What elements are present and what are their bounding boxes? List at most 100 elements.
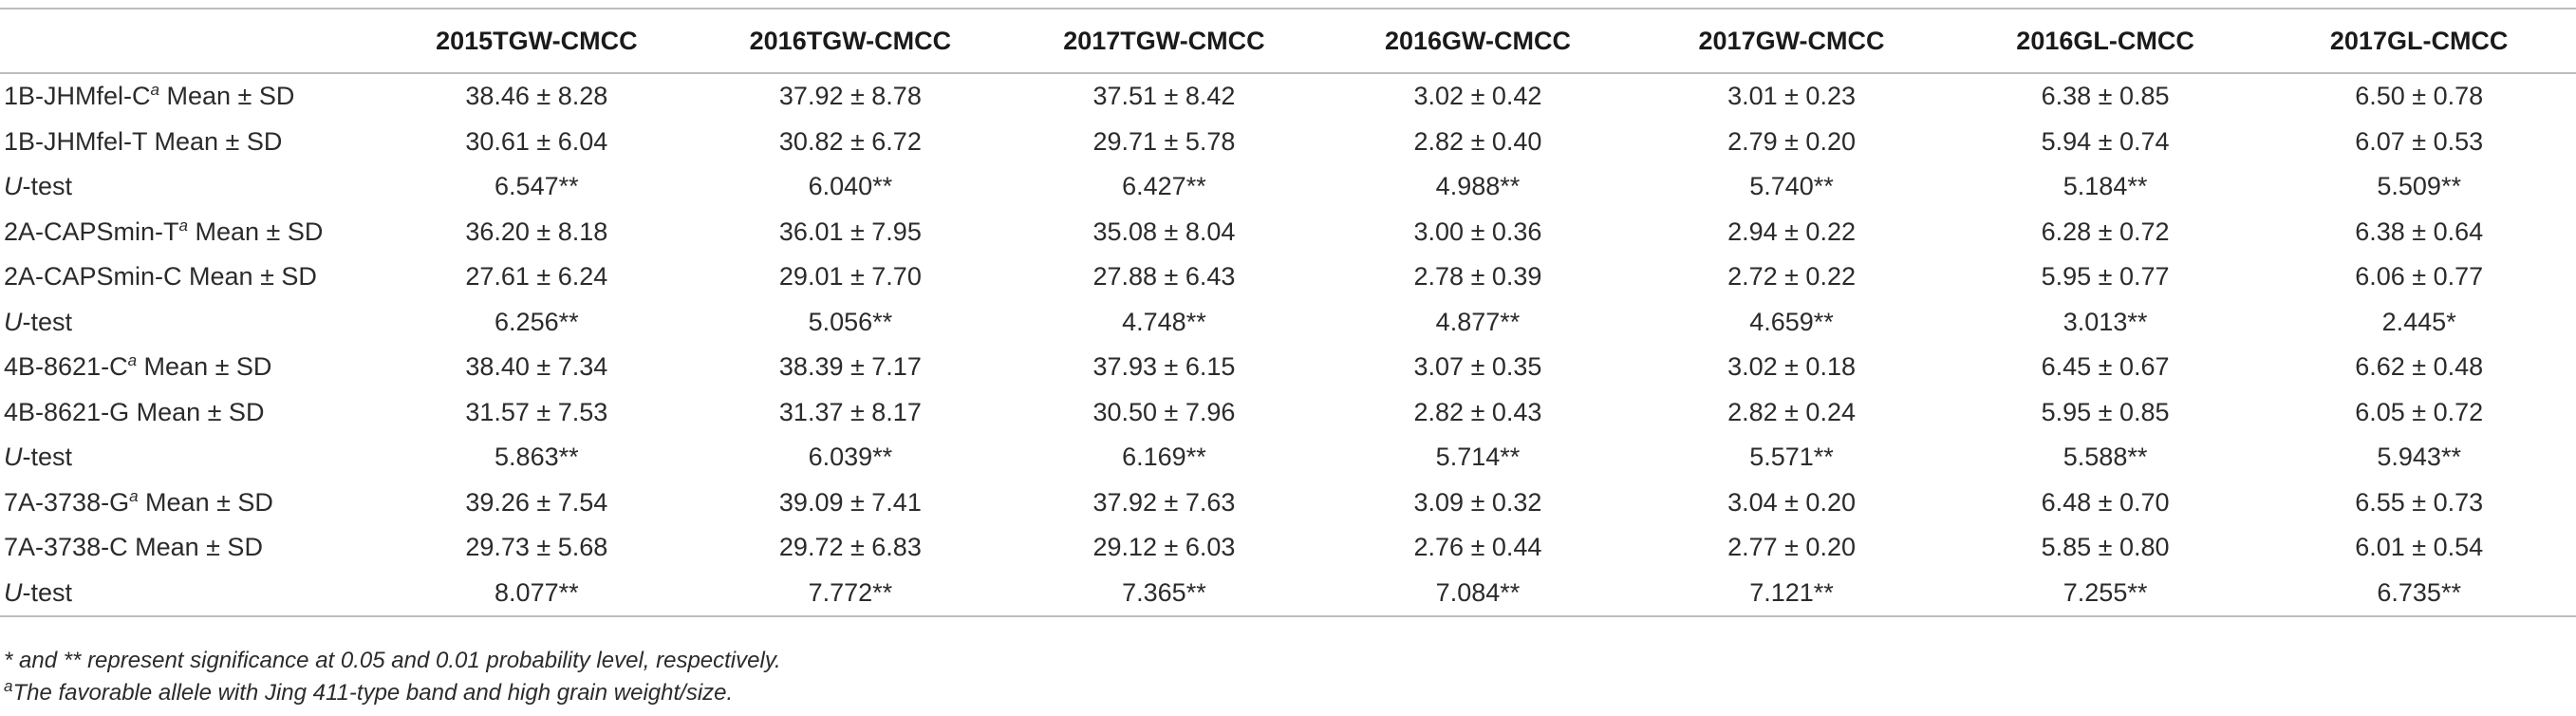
superscript-mark: a bbox=[127, 351, 138, 370]
table-cell: 6.38 ± 0.85 bbox=[2041, 82, 2170, 111]
table-cell: 4.877** bbox=[1435, 307, 1521, 336]
header-cell: 2017TGW-CMCC bbox=[1007, 8, 1321, 74]
table-row: U-test 5.863** 6.039** 6.169** 5.714** 5.571*… bbox=[0, 435, 2576, 480]
footnote-significance: * and ** represent significance at 0.05 … bbox=[4, 648, 781, 673]
table-cell: 29.01 ± 7.70 bbox=[778, 262, 922, 292]
table-cell: 5.714** bbox=[1435, 443, 1521, 472]
row-label-text: 1B-JHMfel-T Mean ± SD bbox=[4, 126, 283, 156]
table-cell: 5.740** bbox=[1749, 172, 1834, 201]
header-cell: 2016TGW-CMCC bbox=[693, 8, 1008, 74]
table-cell: 29.71 ± 5.78 bbox=[1092, 126, 1236, 156]
table-cell: 37.51 ± 8.42 bbox=[1092, 82, 1236, 111]
table-cell: 6.256** bbox=[495, 307, 579, 336]
data-table: 2015TGW-CMCC 2016TGW-CMCC 2017TGW-CMCC 2… bbox=[0, 8, 2576, 617]
row-label-suffix: Mean ± SD bbox=[138, 487, 273, 517]
table-cell: 3.02 ± 0.18 bbox=[1727, 352, 1856, 382]
row-label-text: U bbox=[4, 172, 23, 201]
row-label-text: 7A-3738-G bbox=[4, 487, 130, 517]
table-cell: 6.427** bbox=[1122, 172, 1206, 201]
row-label-text: 2A-CAPSmin-C Mean ± SD bbox=[4, 262, 317, 292]
table-cell: 37.92 ± 7.63 bbox=[1092, 487, 1236, 517]
superscript-mark: a bbox=[150, 81, 159, 100]
table-cell: 37.92 ± 8.78 bbox=[778, 82, 922, 111]
header-cell: 2017GW-CMCC bbox=[1634, 8, 1949, 74]
table-row: U-test 8.077** 7.772** 7.365** 7.084** 7.121*… bbox=[0, 570, 2576, 617]
table-cell: 29.72 ± 6.83 bbox=[778, 533, 922, 562]
table-row: 4B-8621-G Mean ± SD 31.57 ± 7.53 31.37 ± 8… bbox=[0, 390, 2576, 436]
table-cell: 6.05 ± 0.72 bbox=[2355, 397, 2484, 426]
header-cell: 2015TGW-CMCC bbox=[380, 8, 694, 74]
table-cell: 37.93 ± 6.15 bbox=[1092, 352, 1236, 382]
table-cell: 4.988** bbox=[1435, 172, 1521, 201]
table-cell: 5.85 ± 0.80 bbox=[2041, 533, 2170, 562]
table-cell: 3.09 ± 0.32 bbox=[1413, 487, 1542, 517]
table-cell: 2.94 ± 0.22 bbox=[1727, 217, 1856, 246]
table-cell: 38.40 ± 7.34 bbox=[465, 352, 608, 382]
row-label: 2A-CAPSmin-C Mean ± SD bbox=[0, 254, 380, 300]
table-cell: 3.04 ± 0.20 bbox=[1727, 487, 1856, 517]
table-cell: 4.659** bbox=[1749, 307, 1834, 336]
table-cell: 30.82 ± 6.72 bbox=[778, 126, 922, 156]
header-cell-corner bbox=[0, 8, 381, 74]
table-cell: 6.169** bbox=[1122, 443, 1206, 472]
table-cell: 5.509** bbox=[2377, 172, 2461, 201]
row-label: U-test bbox=[0, 570, 381, 617]
footnote-text: The favorable allele with Jing 411-type … bbox=[12, 680, 734, 706]
row-label-text: U bbox=[4, 307, 23, 336]
table-cell: 6.45 ± 0.67 bbox=[2041, 352, 2170, 382]
table-cell: 6.039** bbox=[808, 443, 893, 472]
table-cell: 3.00 ± 0.36 bbox=[1413, 217, 1542, 246]
table-cell: 5.571** bbox=[1749, 443, 1834, 472]
table-cell: 2.79 ± 0.20 bbox=[1727, 126, 1856, 156]
table-cell: 39.09 ± 7.41 bbox=[778, 487, 922, 517]
table-cell: 5.95 ± 0.85 bbox=[2041, 397, 2170, 426]
row-label: 4B-8621-Ca Mean ± SD bbox=[0, 345, 380, 390]
table-cell: 2.78 ± 0.39 bbox=[1413, 262, 1542, 292]
table-cell: 2.72 ± 0.22 bbox=[1727, 262, 1856, 292]
table-cell: 2.77 ± 0.20 bbox=[1727, 533, 1856, 562]
table-cell: 5.94 ± 0.74 bbox=[2041, 126, 2170, 156]
header-cell: 2016GL-CMCC bbox=[1948, 8, 2263, 74]
table-cell: 39.26 ± 7.54 bbox=[465, 487, 608, 517]
row-label-suffix: -test bbox=[22, 307, 73, 336]
header-row: 2015TGW-CMCC 2016TGW-CMCC 2017TGW-CMCC 2… bbox=[0, 8, 2576, 74]
table-cell: 5.943** bbox=[2377, 443, 2461, 472]
table-cell: 6.38 ± 0.64 bbox=[2355, 217, 2484, 246]
row-label-suffix: Mean ± SD bbox=[188, 217, 324, 246]
superscript-mark: a bbox=[178, 216, 188, 235]
row-label: U-test bbox=[0, 164, 380, 210]
table-cell: 6.62 ± 0.48 bbox=[2355, 352, 2484, 382]
table-cell: 2.82 ± 0.40 bbox=[1413, 126, 1542, 156]
table-cell: 6.55 ± 0.73 bbox=[2355, 487, 2484, 517]
table-cell: 6.01 ± 0.54 bbox=[2355, 533, 2484, 562]
table-cell: 6.06 ± 0.77 bbox=[2355, 262, 2484, 292]
row-label-suffix: Mean ± SD bbox=[159, 82, 295, 111]
table-row: U-test 6.547** 6.040** 6.427** 4.988** 5.740*… bbox=[0, 164, 2576, 210]
table-cell: 7.084** bbox=[1320, 570, 1635, 617]
row-label: 2A-CAPSmin-Ta Mean ± SD bbox=[0, 210, 380, 255]
footnote-mark: a bbox=[4, 677, 13, 695]
row-label-text: 4B-8621-G Mean ± SD bbox=[4, 397, 265, 426]
table-cell: 3.02 ± 0.42 bbox=[1413, 82, 1542, 111]
table-cell: 8.077** bbox=[380, 570, 694, 617]
table-cell: 31.57 ± 7.53 bbox=[465, 397, 608, 426]
table-cell: 36.20 ± 8.18 bbox=[465, 217, 608, 246]
row-label: 1B-JHMfel-Ca Mean ± SD bbox=[0, 73, 380, 120]
table-cell: 36.01 ± 7.95 bbox=[778, 217, 922, 246]
row-label: U-test bbox=[0, 435, 380, 480]
header-cell: 2016GW-CMCC bbox=[1320, 8, 1635, 74]
table-cell: 3.07 ± 0.35 bbox=[1413, 352, 1542, 382]
table-body: 1B-JHMfel-Ca Mean ± SD 38.46 ± 8.28 37.92 … bbox=[0, 73, 2576, 617]
row-label-text: U bbox=[4, 443, 23, 472]
table-cell: 6.040** bbox=[808, 172, 893, 201]
superscript-mark: a bbox=[129, 486, 139, 505]
table-row: U-test 6.256** 5.056** 4.748** 4.877** 4.659*… bbox=[0, 300, 2576, 346]
table-cell: 7.121** bbox=[1634, 570, 1949, 617]
table-row: 7A-3738-C Mean ± SD 29.73 ± 5.68 29.72 ± 6… bbox=[0, 525, 2576, 571]
table-cell: 6.07 ± 0.53 bbox=[2355, 126, 2484, 156]
table-cell: 6.735** bbox=[2262, 570, 2576, 617]
header-cell: 2017GL-CMCC bbox=[2262, 8, 2576, 74]
row-label-text: 7A-3738-C Mean ± SD bbox=[4, 533, 263, 562]
table-row: 1B-JHMfel-T Mean ± SD 30.61 ± 6.04 30.82 ±… bbox=[0, 120, 2576, 165]
